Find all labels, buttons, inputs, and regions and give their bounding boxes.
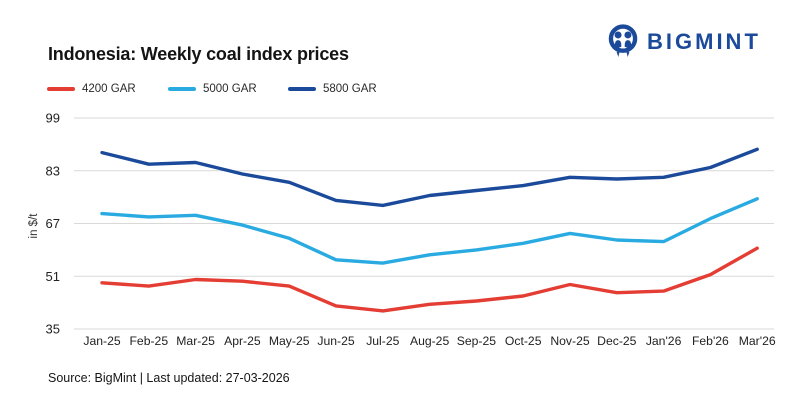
bigmint-logo-text: BIGMINT: [647, 29, 761, 54]
series-line-5000-gar: [100, 197, 759, 265]
x-tick-label-Nov-25: Nov-25: [550, 334, 590, 348]
series-line-5800-gar: [100, 147, 759, 208]
source-note: Source: BigMint | Last updated: 27-03-20…: [48, 371, 290, 385]
x-tick-label-Sep-25: Sep-25: [457, 334, 497, 348]
x-tick-label-Jan-25: Jan-25: [83, 334, 120, 348]
bigmint-logo: BIGMINT: [606, 23, 761, 59]
x-tick-label-Jan'26: Jan'26: [646, 334, 682, 348]
legend-label-5000-gar: 5000 GAR: [203, 83, 257, 95]
legend-swatch-5800-gar: [288, 87, 316, 91]
chart-title: Indonesia: Weekly coal index prices: [48, 44, 349, 64]
legend-item-5000-gar: 5000 GAR: [168, 83, 257, 95]
y-tick-label-51: 51: [46, 269, 60, 284]
bigmint-people-icon: [606, 23, 640, 59]
legend-label-4200-gar: 4200 GAR: [82, 83, 136, 95]
logo-ring: [608, 24, 638, 53]
x-tick-label-Mar'26: Mar'26: [739, 334, 776, 348]
x-tick-label-Jun-25: Jun-25: [317, 334, 354, 348]
y-tick-label-67: 67: [46, 216, 60, 231]
y-axis-title: in $/t: [28, 213, 40, 239]
x-tick-label-Feb'26: Feb'26: [692, 334, 729, 348]
x-tick-label-Oct-25: Oct-25: [505, 334, 542, 348]
legend-item-4200-gar: 4200 GAR: [47, 83, 136, 95]
legend-swatch-5000-gar: [168, 87, 196, 91]
legend-swatch-4200-gar: [47, 87, 75, 91]
x-tick-label-May-25: May-25: [269, 334, 310, 348]
legend-item-5800-gar: 5800 GAR: [288, 83, 377, 95]
x-tick-label-Aug-25: Aug-25: [410, 334, 450, 348]
x-tick-label-Feb-25: Feb-25: [129, 334, 168, 348]
x-tick-label-Dec-25: Dec-25: [597, 334, 637, 348]
x-tick-label-Apr-25: Apr-25: [224, 334, 261, 348]
y-tick-label-35: 35: [46, 322, 60, 337]
legend-label-5800-gar: 5800 GAR: [323, 83, 377, 95]
x-tick-label-Mar-25: Mar-25: [176, 334, 215, 348]
y-tick-label-83: 83: [46, 163, 60, 178]
y-tick-label-99: 99: [46, 111, 60, 126]
series-line-4200-gar: [100, 246, 759, 313]
x-tick-label-Jul-25: Jul-25: [366, 334, 399, 348]
